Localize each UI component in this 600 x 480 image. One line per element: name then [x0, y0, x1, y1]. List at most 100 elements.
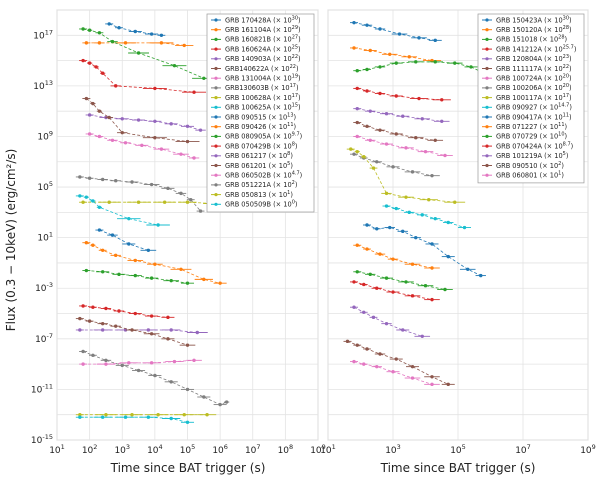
data-point	[117, 309, 121, 313]
series-8	[346, 147, 466, 204]
data-point	[198, 209, 203, 213]
series-13	[79, 304, 175, 320]
left-y-ticks: 10-15 10-11 10-7 10-3 101 105 109 1013 1017	[31, 28, 53, 446]
data-point	[378, 252, 382, 256]
legend-entry: GRB 170428A (× 1030)	[225, 15, 301, 24]
data-point	[117, 272, 121, 277]
data-point	[136, 368, 141, 373]
legend-entry: GRB130603B (× 1017)	[225, 83, 299, 92]
legend-entry: GRB 140903A (× 1022)	[225, 54, 301, 63]
data-point	[352, 20, 356, 25]
data-point	[391, 165, 395, 169]
data-point	[401, 328, 405, 332]
data-point	[430, 173, 434, 178]
data-point	[365, 67, 369, 72]
series-18	[75, 413, 217, 417]
series-3	[79, 58, 207, 94]
data-point	[430, 375, 434, 379]
series-line	[353, 281, 433, 300]
data-point	[443, 153, 447, 158]
series-line	[86, 42, 185, 46]
x-tick-label: 109	[310, 443, 326, 456]
legend-swatch-marker	[485, 18, 489, 22]
data-point	[179, 191, 183, 196]
data-point	[107, 200, 111, 204]
data-point	[166, 337, 170, 341]
legend-entry: GRB 090927 (× 1014.7)	[496, 103, 572, 112]
data-point	[391, 257, 395, 261]
legend-swatch-marker	[214, 57, 218, 61]
data-point	[375, 364, 379, 369]
legend-entry: GRB 100628A (× 1017)	[225, 93, 301, 102]
data-point	[127, 216, 131, 221]
data-point	[365, 124, 369, 129]
data-point	[110, 39, 115, 44]
legend-swatch-marker	[214, 105, 218, 109]
data-point	[202, 277, 206, 282]
series-6	[85, 132, 200, 160]
data-point	[414, 60, 418, 64]
legend-swatch-marker	[485, 144, 489, 148]
data-point	[391, 290, 395, 294]
legend-swatch-marker	[214, 202, 218, 206]
x-tick-label: 106	[212, 443, 228, 456]
data-point	[91, 199, 95, 203]
data-point	[368, 48, 372, 53]
series-line	[99, 229, 149, 251]
data-point	[104, 306, 108, 311]
data-point	[479, 273, 483, 278]
legend-swatch-marker	[214, 66, 218, 71]
legend-swatch-marker	[214, 18, 218, 22]
legend-entry: GRB 061217 (× 108)	[225, 151, 293, 160]
legend-swatch-marker	[214, 163, 218, 168]
data-point	[130, 180, 134, 184]
data-point	[169, 278, 173, 283]
legend-entry: GRB 071227 (× 1011)	[496, 122, 567, 131]
data-point	[107, 115, 111, 120]
data-point	[368, 109, 372, 113]
data-point	[97, 134, 102, 139]
data-point	[169, 380, 173, 384]
data-point	[185, 139, 190, 144]
data-point	[87, 132, 92, 136]
data-point	[146, 328, 151, 332]
series-0	[350, 20, 442, 43]
data-point	[153, 373, 157, 378]
data-point	[365, 23, 369, 27]
x-tick-label: 108	[278, 443, 294, 456]
data-point	[97, 41, 102, 45]
legend-swatch-marker	[485, 37, 489, 42]
series-6	[353, 134, 453, 158]
legend-entry: GRB 150120A (× 1028)	[496, 25, 572, 34]
legend-entry: GRB 150423A (× 1030)	[496, 15, 572, 24]
legend-swatch-marker	[214, 115, 218, 119]
legend-swatch-marker	[214, 173, 218, 177]
data-point	[384, 204, 389, 208]
data-point	[149, 314, 154, 318]
left-panel: 101 102 103 104 105 106 107 108 109 10-1510-1110…	[31, 9, 326, 456]
data-point	[185, 420, 190, 424]
series-3	[353, 86, 451, 102]
data-point	[84, 96, 89, 101]
legend-entry: GRB 070729 (× 1010)	[496, 132, 567, 141]
data-point	[407, 55, 411, 59]
data-point	[91, 305, 95, 309]
data-point	[427, 198, 431, 202]
y-tick-label: 1013	[33, 79, 53, 92]
data-point	[375, 160, 379, 164]
data-point	[352, 152, 356, 156]
series-10	[95, 228, 157, 252]
data-point	[433, 138, 437, 142]
data-point	[153, 119, 157, 123]
data-point	[87, 113, 92, 117]
series-line	[357, 122, 436, 141]
data-point	[355, 243, 359, 247]
legend-swatch-marker	[485, 105, 489, 109]
data-point	[420, 117, 424, 121]
data-point	[78, 194, 82, 198]
data-point	[397, 32, 402, 36]
data-point	[394, 206, 398, 211]
data-point	[430, 382, 434, 387]
data-point	[104, 358, 108, 363]
data-point	[156, 413, 160, 417]
